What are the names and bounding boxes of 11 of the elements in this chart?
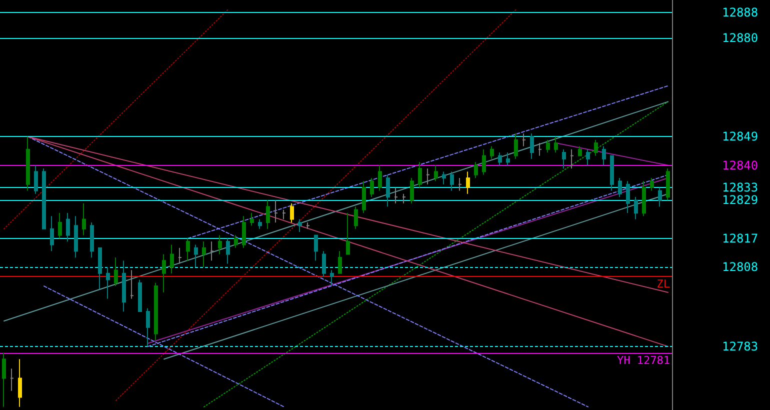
- y-tick-label: 12808: [722, 260, 758, 274]
- y-tick-label: 12829: [722, 193, 758, 208]
- ref-line-label: YH 12781: [617, 354, 670, 367]
- y-tick-label: 12880: [722, 31, 758, 46]
- y-tick-label: 12840: [722, 158, 758, 172]
- y-tick-label: 12849: [722, 130, 758, 144]
- y-tick-label: 12888: [722, 6, 758, 20]
- y-tick-label: 12833: [722, 180, 758, 195]
- y-tick-label: 12783: [722, 339, 758, 354]
- y-tick-label: 12817: [722, 231, 758, 246]
- ref-line-label: ZL: [656, 278, 670, 291]
